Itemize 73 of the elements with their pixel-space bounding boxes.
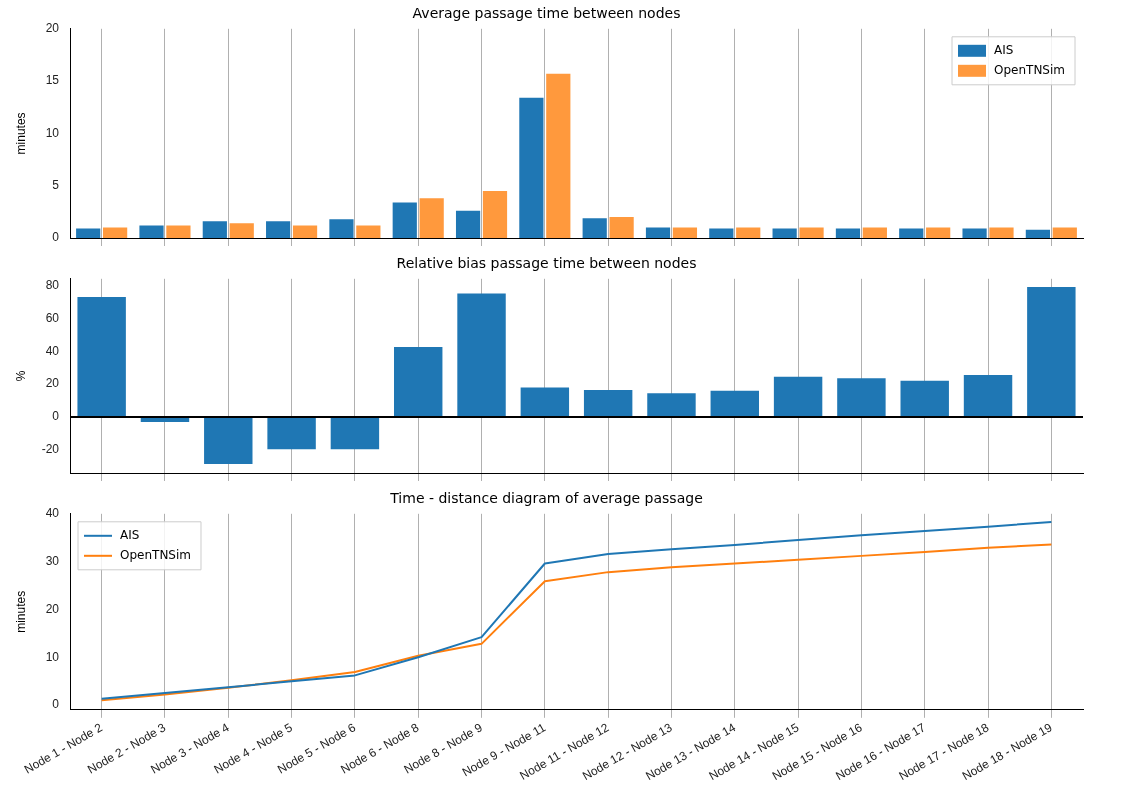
y-tick-label: 20 bbox=[45, 21, 60, 36]
bar bbox=[356, 225, 381, 238]
bar bbox=[394, 347, 443, 418]
bar bbox=[267, 417, 316, 450]
y-tick-label: 20 bbox=[45, 376, 60, 391]
y-tick-label: 5 bbox=[52, 178, 60, 193]
bar bbox=[1052, 227, 1077, 238]
bar bbox=[582, 218, 607, 238]
y-tick-label: 0 bbox=[52, 409, 60, 424]
bar bbox=[1025, 229, 1050, 238]
y-tick-label: 30 bbox=[45, 553, 60, 568]
bar bbox=[76, 228, 101, 238]
bar bbox=[546, 73, 571, 238]
bar bbox=[773, 376, 823, 418]
y-axis-title: minutes bbox=[13, 112, 28, 155]
bar bbox=[899, 228, 924, 238]
bar bbox=[266, 221, 291, 238]
legend-label: OpenTNSim bbox=[994, 62, 1065, 77]
bar bbox=[835, 228, 861, 238]
y-tick-label: 60 bbox=[45, 310, 60, 325]
bar bbox=[645, 227, 671, 238]
bar bbox=[77, 296, 126, 418]
bar bbox=[139, 225, 164, 238]
y-tick-label: 40 bbox=[45, 506, 60, 521]
y-tick-label: 80 bbox=[45, 277, 60, 292]
legend-label: AIS bbox=[994, 42, 1014, 57]
bar bbox=[229, 223, 254, 238]
bar bbox=[672, 227, 698, 238]
chart-title: Time - distance diagram of average passage bbox=[389, 490, 703, 507]
bar bbox=[647, 393, 696, 418]
legend-label: OpenTNSim bbox=[120, 547, 191, 562]
bar bbox=[862, 227, 887, 238]
bar bbox=[963, 375, 1013, 418]
bar bbox=[799, 227, 824, 238]
bar bbox=[837, 378, 886, 418]
bar bbox=[926, 227, 951, 238]
bar bbox=[736, 227, 761, 238]
bar bbox=[292, 225, 318, 238]
y-tick-label: 20 bbox=[45, 601, 60, 616]
bar bbox=[166, 225, 191, 238]
y-tick-label: 40 bbox=[45, 343, 60, 358]
bar bbox=[519, 97, 544, 238]
y-tick-label: 10 bbox=[45, 125, 60, 140]
bar bbox=[1027, 287, 1076, 418]
bar bbox=[455, 210, 481, 238]
chart-title: Average passage time between nodes bbox=[412, 5, 681, 22]
y-tick-label: 0 bbox=[52, 697, 60, 712]
bar bbox=[583, 389, 633, 418]
bar bbox=[392, 202, 417, 238]
bar bbox=[202, 221, 227, 238]
bar bbox=[103, 227, 128, 238]
bar bbox=[989, 227, 1014, 238]
bar bbox=[900, 380, 949, 418]
legend-label: AIS bbox=[120, 527, 140, 542]
bar bbox=[709, 228, 734, 238]
bar bbox=[204, 417, 253, 464]
y-axis-title: minutes bbox=[13, 590, 28, 633]
bar bbox=[609, 217, 634, 238]
bar bbox=[457, 293, 506, 418]
y-axis-title: % bbox=[13, 370, 28, 382]
bar bbox=[330, 417, 380, 450]
bar bbox=[482, 190, 508, 238]
bar bbox=[772, 228, 797, 238]
bar bbox=[520, 387, 570, 418]
bar bbox=[710, 390, 759, 418]
bar bbox=[329, 219, 354, 238]
bar bbox=[962, 228, 987, 238]
y-tick-label: 15 bbox=[45, 73, 60, 88]
y-tick-label: -20 bbox=[41, 442, 60, 457]
y-tick-label: 0 bbox=[52, 230, 60, 245]
bar bbox=[419, 198, 444, 238]
y-tick-label: 10 bbox=[45, 649, 60, 664]
chart-title: Relative bias passage time between nodes bbox=[396, 255, 697, 272]
